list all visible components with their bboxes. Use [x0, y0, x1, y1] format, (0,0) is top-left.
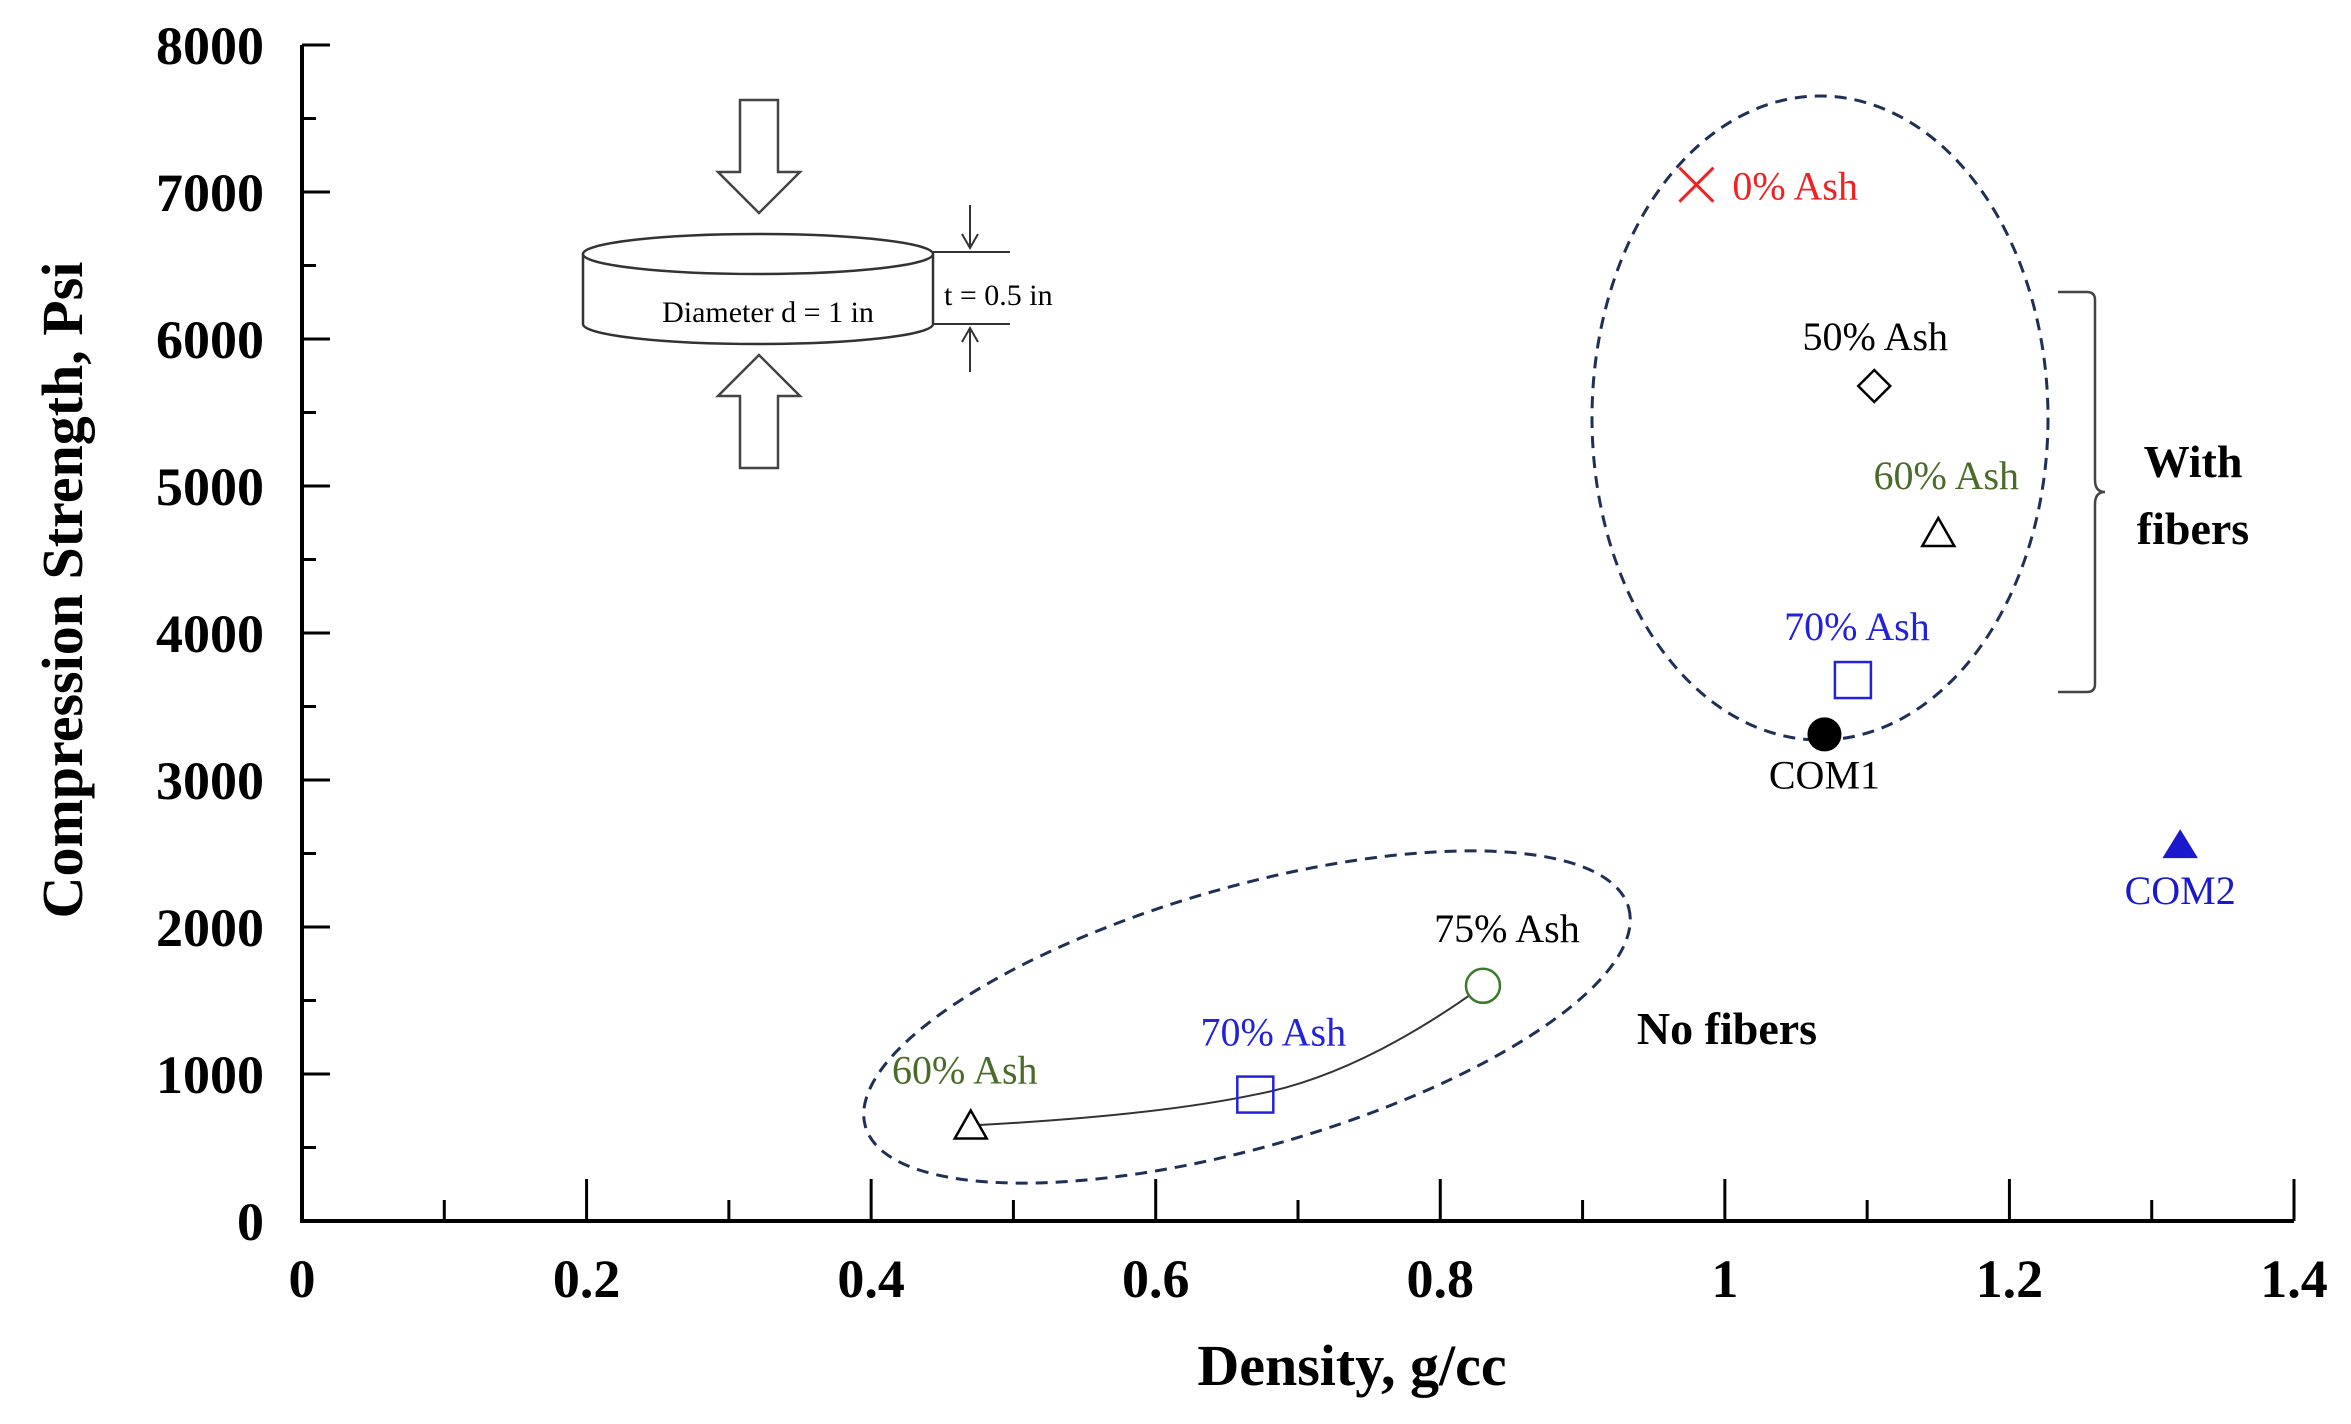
data-marks: [952, 166, 2198, 1140]
specimen-cylinder-top: [581, 232, 935, 276]
x-tick-label: 1.4: [2260, 1249, 2328, 1309]
thickness-arrowhead-top: [961, 233, 979, 251]
specimen-diagram: Diameter d = 1 in t = 0.5 in: [581, 98, 1053, 470]
y-tick-label: 6000: [156, 310, 264, 370]
with-fibers-brace: [2058, 290, 2106, 694]
marker-75-ash-circle: [1464, 967, 1502, 1005]
marker-com2-triangle: [2162, 829, 2198, 859]
x-tick-label: 0.2: [553, 1249, 621, 1309]
with-fibers-label-line2: fibers: [2137, 503, 2249, 554]
data-labels: 60% Ash 70% Ash 75% Ash 0% Ash 50% Ash 60% As…: [892, 164, 2236, 1093]
y-axis-title: Compression Strength, Psi: [30, 262, 95, 919]
specimen-cylinder-body: [581, 254, 935, 346]
y-tick-label: 5000: [156, 457, 264, 517]
bottom-arrow-icon: [714, 353, 804, 470]
marker-70-ash-square: [1833, 660, 1873, 700]
top-arrow-icon: [714, 98, 804, 215]
x-tick-label: 0.8: [1407, 1249, 1475, 1309]
with-fibers-label-line1: With: [2144, 436, 2243, 487]
no-fibers-ellipse: [862, 849, 1632, 1185]
x-tick-label: 1: [1711, 1249, 1738, 1309]
y-tick-label: 1000: [156, 1045, 264, 1105]
y-tick-label: 7000: [156, 163, 264, 223]
y-tick-label: 2000: [156, 898, 264, 958]
marker-70-ash-square: [1236, 1075, 1275, 1114]
point-label: 70% Ash: [1784, 604, 1930, 649]
point-label: 60% Ash: [892, 1047, 1038, 1092]
point-label: COM1: [1769, 752, 1880, 797]
x-tick-label: 0.6: [1122, 1249, 1190, 1309]
y-tick-label: 3000: [156, 751, 264, 811]
y-tick-label: 4000: [156, 604, 264, 664]
point-label: 50% Ash: [1802, 314, 1948, 359]
point-label: COM2: [2125, 868, 2236, 913]
y-tick-label: 8000: [156, 16, 264, 76]
marker-0-ash-x-stroke-2: [1678, 166, 1715, 203]
marker-50-ash-diamond: [1856, 368, 1893, 404]
x-ticks: 0 0.2 0.4 0.6 0.8 1 1.2 1.4: [289, 1179, 2328, 1309]
thickness-arrowhead-bottom: [961, 325, 979, 343]
x-tick-label: 0: [289, 1249, 316, 1309]
marker-com1-circle: [1807, 717, 1842, 752]
x-tick-label: 0.4: [837, 1249, 905, 1309]
marker-60-ash-triangle: [952, 1107, 989, 1140]
point-label: 70% Ash: [1201, 1010, 1347, 1055]
with-fibers-ellipse: [1590, 94, 2050, 742]
marker-60-ash-triangle: [1920, 515, 1957, 548]
no-fibers-curve: [970, 984, 1484, 1127]
x-tick-label: 1.2: [1976, 1249, 2044, 1309]
point-label: 75% Ash: [1434, 906, 1580, 951]
y-tick-label: 0: [237, 1192, 264, 1252]
thickness-text: t = 0.5 in: [944, 279, 1053, 312]
no-fibers-label: No fibers: [1637, 1003, 1817, 1054]
point-label: 60% Ash: [1873, 453, 2019, 498]
y-ticks: 0 1000 2000 3000 4000 5000 6000 7000 8000: [156, 16, 330, 1252]
diameter-text: Diameter d = 1 in: [662, 296, 874, 329]
point-label: 0% Ash: [1732, 164, 1858, 209]
x-axis-title: Density, g/cc: [1197, 1333, 1506, 1398]
